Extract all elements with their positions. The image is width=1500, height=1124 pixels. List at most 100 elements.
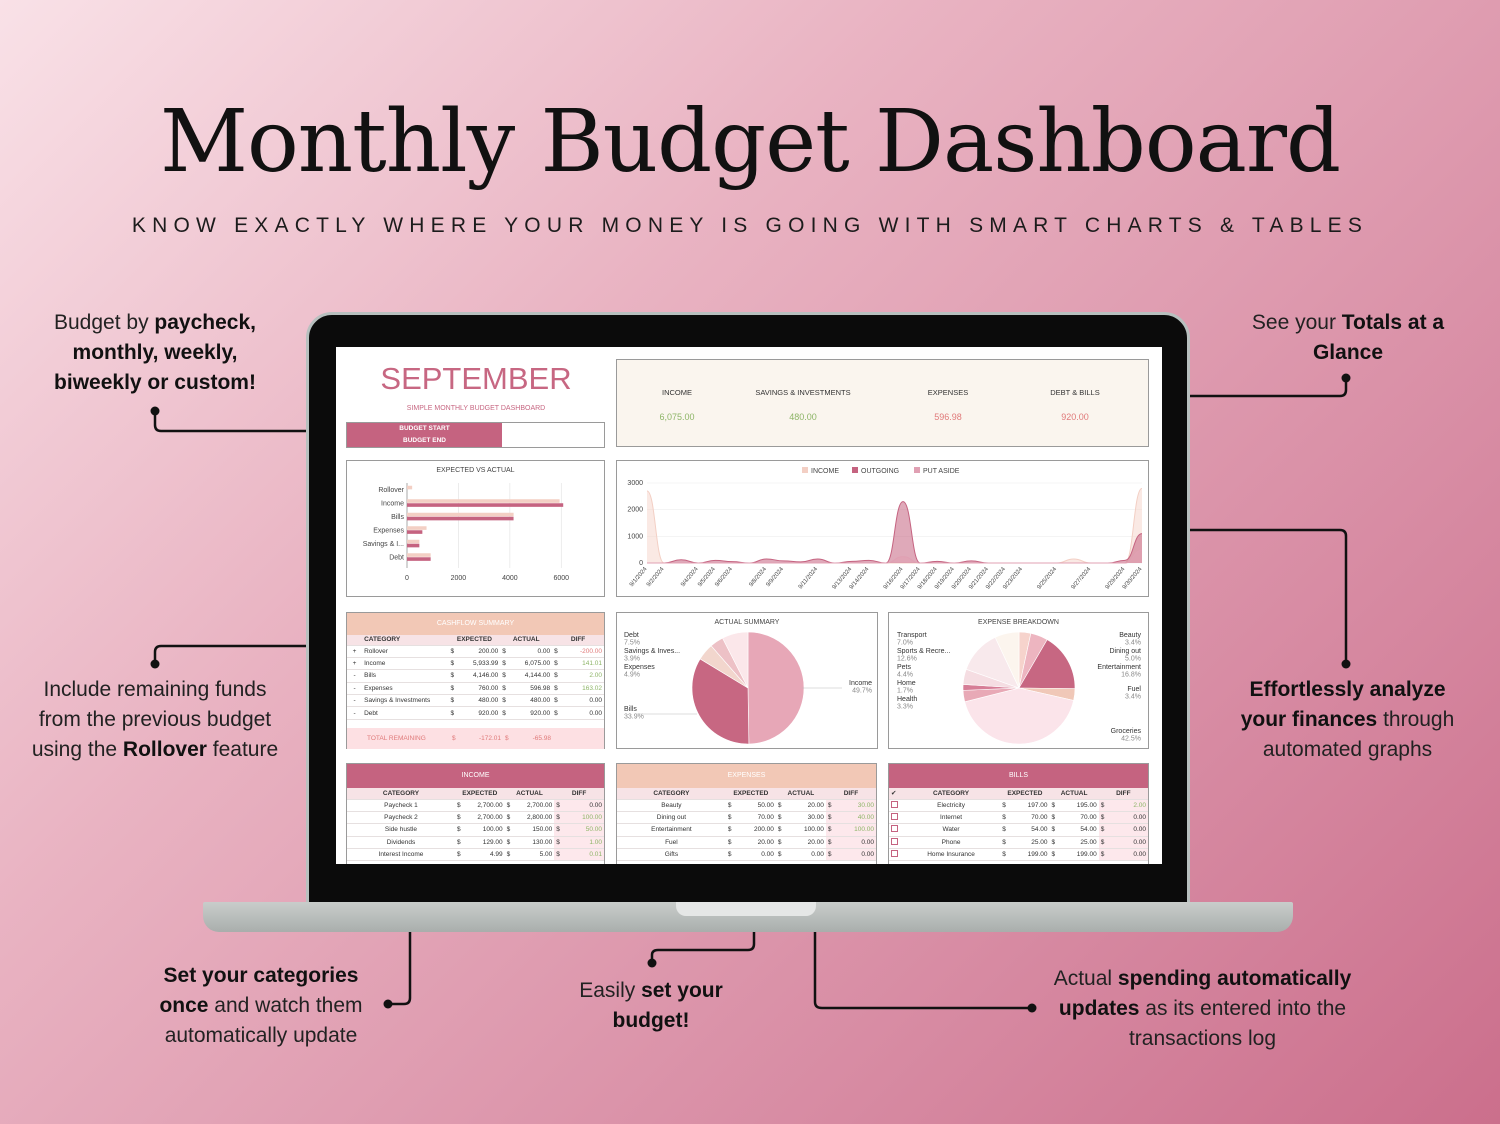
evsa-bar [407,516,514,521]
pie-label: Pets [897,664,912,671]
cashflow-row[interactable]: - Debt $920.00 $920.00 $0.00 [347,706,604,720]
row-actual: 199.00 [1058,848,1099,862]
budget-start-label[interactable]: BUDGET START [347,423,502,435]
table-row[interactable]: Internet $70.00 $70.00 $0.00 [889,811,1148,825]
area-xtick: 9/6/2024 [714,566,734,588]
row-diff: -200.00 [560,645,604,658]
total-exp-currency: $ [452,735,456,742]
currency-symbol: $ [825,823,835,837]
row-expected: 760.00 [457,682,501,696]
callout-set-budget: Easily set your budget! [579,979,723,1032]
evsa-category-label: Rollover [378,487,404,494]
income-col-expected: EXPECTED [454,788,505,800]
currency-symbol: $ [454,836,464,850]
area-xtick: 9/25/2024 [1036,566,1058,591]
table-row[interactable]: Phone $25.00 $25.00 $0.00 [889,836,1148,850]
bill-checkbox[interactable] [889,848,902,862]
row-expected: 100.00 [463,823,505,837]
total-remaining-label: TOTAL REMAINING [367,735,426,742]
pie-pct: 7.5% [624,640,640,647]
row-diff: 0.00 [1107,836,1148,850]
bill-checkbox[interactable] [889,836,902,850]
table-row[interactable]: Dividends $129.00 $130.00 $1.00 [347,836,604,850]
bills-grid: ✔ CATEGORY EXPECTED ACTUAL DIFF Electric… [889,788,1148,862]
pie-label: Bills [624,706,637,713]
budget-end-label[interactable]: BUDGET END [347,435,502,447]
totals-panel: INCOME 6,075.00 SAVINGS & INVESTMENTS 48… [616,359,1149,447]
actual-summary-chart: ACTUAL SUMMARY Debt 7.5% Savings & Inves..… [616,612,878,749]
currency-symbol: $ [500,669,509,683]
budget-period-box: BUDGET START BUDGET END [346,422,605,448]
row-category: Phone [901,836,1001,850]
evsa-bar [407,539,420,544]
table-row[interactable]: Paycheck 2 $2,700.00 $2,800.00 $100.00 [347,811,604,825]
callout-rollover: Include remaining funds from the previou… [31,678,279,761]
row-sign: - [347,682,363,696]
table-row[interactable]: Electricity $197.00 $195.00 $2.00 [889,799,1148,812]
currency-symbol: $ [1098,799,1108,812]
bill-checkbox[interactable] [889,799,902,812]
row-category: Electricity [901,799,1001,812]
cashflow-row[interactable]: + Income $5,933.99 $6,075.00 $141.01 [347,657,604,671]
cashflow-row[interactable]: - Expenses $760.00 $596.98 $163.02 [347,682,604,696]
page-subtitle: KNOW EXACTLY WHERE YOUR MONEY IS GOING W… [131,214,1369,237]
currency-symbol: $ [504,799,514,812]
currency-symbol: $ [725,848,735,862]
pie-pct: 3.9% [624,656,640,663]
table-row[interactable]: Interest Income $4.99 $5.00 $0.01 [347,848,604,862]
currency-symbol: $ [554,823,563,837]
pie-label: Debt [624,632,639,639]
bill-checkbox[interactable] [889,823,902,837]
row-expected: 4.99 [463,848,505,862]
table-row[interactable]: Dining out $70.00 $30.00 $40.00 [617,811,876,825]
cashflow-summary-table: CASHFLOW SUMMARY CATEGORY EXPECTED ACTUA… [346,612,605,749]
table-row[interactable]: Beauty $50.00 $20.00 $30.00 [617,799,876,812]
row-expected: 2,700.00 [463,799,505,812]
table-row[interactable]: Side hustle $100.00 $150.00 $50.00 [347,823,604,837]
row-category: Home Insurance [901,848,1001,862]
total-savings-value: 480.00 [789,412,817,422]
row-actual: 0.00 [784,848,826,862]
expenses-table: EXPENSES CATEGORY EXPECTED ACTUAL DIFF B… [616,763,877,864]
row-expected: 200.00 [734,823,776,837]
legend-label: PUT ASIDE [923,468,960,475]
currency-symbol: $ [552,669,561,683]
pie-label: Beauty [1119,632,1141,639]
currency-symbol: $ [1098,811,1108,825]
income-grid: CATEGORY EXPECTED ACTUAL DIFF Paycheck 1… [347,788,604,862]
row-expected: 5,933.99 [457,657,501,671]
cashflow-row[interactable]: - Savings & Investments $480.00 $480.00 $0.0… [347,694,604,708]
row-category: Dining out [617,811,726,825]
currency-symbol: $ [1098,823,1108,837]
month-title: SEPTEMBER [380,361,572,396]
evsa-category-label: Expenses [373,527,404,534]
table-row[interactable]: Water $54.00 $54.00 $0.00 [889,823,1148,837]
col-category: CATEGORY [362,635,449,646]
pie-label: Health [897,696,917,703]
row-sign: - [347,694,363,708]
income-header-row: CATEGORY EXPECTED ACTUAL DIFF [347,788,604,800]
table-row[interactable]: Gifts $0.00 $0.00 $0.00 [617,848,876,862]
expenses-col-category: CATEGORY [617,788,726,800]
expense-breakdown-chart: EXPENSE BREAKDOWN Transport 7.0% Sports & … [888,612,1149,749]
row-expected: 70.00 [734,811,776,825]
currency-symbol: $ [1000,848,1009,862]
cashflow-row[interactable]: - Bills $4,146.00 $4,144.00 $2.00 [347,669,604,683]
row-diff: 0.00 [1107,811,1148,825]
currency-symbol: $ [552,706,561,720]
row-expected: 25.00 [1008,836,1050,850]
area-fill-put-aside [647,550,1142,563]
total-expenses-label: EXPENSES [927,388,969,397]
table-row[interactable]: Paycheck 1 $2,700.00 $2,700.00 $0.00 [347,799,604,812]
currency-symbol: $ [1000,836,1009,850]
row-expected: 129.00 [463,836,505,850]
table-row[interactable]: Home Insurance $199.00 $199.00 $0.00 [889,848,1148,862]
evsa-category-label: Income [381,500,404,507]
table-row[interactable]: Entertainment $200.00 $100.00 $100.00 [617,823,876,837]
table-row[interactable]: Fuel $20.00 $20.00 $0.00 [617,836,876,850]
cashflow-row[interactable]: + Rollover $200.00 $0.00 $ -200.00 [347,645,604,658]
bill-checkbox[interactable] [889,811,902,825]
evsa-bar [407,553,431,557]
callout-analyze: Effortlessly analyze your finances throu… [1240,678,1455,761]
pie-slice [722,631,749,689]
